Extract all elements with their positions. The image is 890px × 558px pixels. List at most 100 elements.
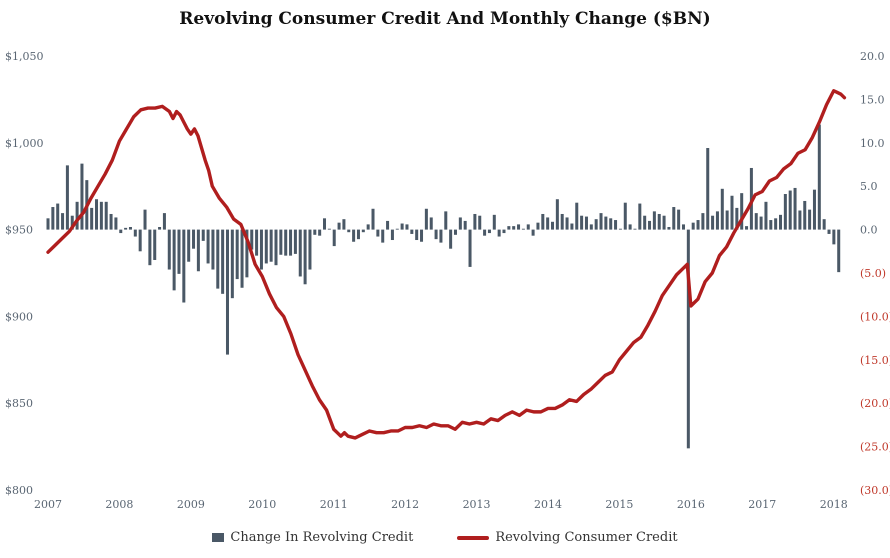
x-tick-label: 2011 bbox=[320, 498, 348, 511]
line-layer bbox=[46, 89, 847, 440]
bar bbox=[812, 189, 816, 230]
x-tick-label: 2009 bbox=[177, 498, 205, 511]
bar bbox=[575, 202, 579, 230]
x-tick-label: 2014 bbox=[534, 498, 562, 511]
bar bbox=[696, 220, 700, 230]
bar bbox=[182, 229, 186, 303]
bar bbox=[546, 217, 550, 230]
x-tick-label: 2012 bbox=[391, 498, 419, 511]
bar bbox=[128, 227, 132, 230]
bar bbox=[211, 229, 215, 270]
bar bbox=[672, 207, 676, 230]
bar bbox=[657, 213, 661, 230]
bar bbox=[313, 229, 317, 235]
legend-swatch-line bbox=[457, 535, 490, 540]
bar bbox=[444, 211, 448, 230]
bar bbox=[551, 221, 555, 230]
bar bbox=[594, 219, 598, 230]
bar bbox=[681, 224, 685, 230]
bar bbox=[65, 165, 69, 230]
right-y-axis: (30.0) (25.0) (20.0) (15.0) (10.0) (5.0) 0.0 5.… bbox=[860, 50, 890, 497]
bar bbox=[434, 229, 438, 240]
bar bbox=[337, 222, 341, 230]
bar bbox=[148, 229, 152, 266]
bars-layer bbox=[46, 124, 841, 449]
bar bbox=[609, 218, 613, 230]
bar bbox=[279, 229, 283, 255]
x-tick-label: 2016 bbox=[677, 498, 705, 511]
bar bbox=[720, 188, 724, 230]
bar bbox=[332, 229, 336, 247]
bar bbox=[497, 229, 501, 237]
bar bbox=[711, 215, 715, 230]
bar bbox=[245, 229, 249, 278]
bar bbox=[764, 201, 768, 230]
bar bbox=[303, 229, 307, 285]
bar bbox=[298, 229, 302, 277]
y-left-tick-label: $850 bbox=[5, 397, 33, 410]
bar bbox=[371, 208, 375, 230]
bar bbox=[803, 200, 807, 230]
bar bbox=[560, 213, 564, 230]
y-right-tick-label: 15.0 bbox=[860, 93, 885, 106]
y-right-tick-label: 20.0 bbox=[860, 50, 885, 63]
bar bbox=[614, 220, 618, 230]
bar bbox=[206, 229, 210, 264]
bar bbox=[172, 229, 176, 291]
bar bbox=[584, 216, 588, 230]
bar bbox=[517, 224, 521, 230]
y-right-tick-label: 5.0 bbox=[860, 180, 878, 193]
bar bbox=[643, 215, 647, 230]
bar bbox=[410, 229, 414, 234]
bar bbox=[730, 195, 734, 230]
bar bbox=[468, 229, 472, 267]
legend-item-bars: Change In Revolving Credit bbox=[212, 530, 413, 545]
bar bbox=[662, 215, 666, 230]
x-tick-label: 2008 bbox=[105, 498, 133, 511]
bar bbox=[153, 229, 157, 260]
x-tick-label: 2010 bbox=[248, 498, 276, 511]
bar bbox=[754, 213, 758, 230]
bar bbox=[817, 124, 821, 230]
bar bbox=[347, 229, 351, 233]
legend-item-line: Revolving Consumer Credit bbox=[457, 530, 678, 545]
bar bbox=[735, 207, 739, 230]
bar bbox=[390, 229, 394, 241]
bar bbox=[80, 163, 84, 230]
bar bbox=[221, 229, 225, 294]
bar bbox=[837, 229, 841, 273]
y-right-tick-label: (10.0) bbox=[860, 310, 890, 323]
bar bbox=[439, 229, 443, 243]
bar bbox=[405, 224, 409, 230]
bar bbox=[225, 229, 229, 355]
legend-label-line: Revolving Consumer Credit bbox=[495, 530, 678, 545]
y-right-tick-label: (5.0) bbox=[860, 267, 886, 280]
bar bbox=[158, 227, 162, 230]
x-tick-label: 2013 bbox=[463, 498, 491, 511]
bar bbox=[798, 210, 802, 230]
bar bbox=[633, 228, 637, 230]
bar bbox=[104, 201, 108, 230]
bar bbox=[308, 229, 312, 270]
bar bbox=[492, 214, 496, 230]
bar bbox=[114, 217, 118, 230]
bar bbox=[187, 229, 191, 262]
y-right-tick-label: (25.0) bbox=[860, 441, 890, 454]
y-right-tick-label: (15.0) bbox=[860, 354, 890, 367]
y-right-tick-label: 0.0 bbox=[860, 224, 878, 237]
bar bbox=[449, 229, 453, 249]
bar bbox=[473, 213, 477, 230]
bar bbox=[512, 226, 516, 230]
bar bbox=[240, 229, 244, 288]
bar bbox=[740, 193, 744, 230]
x-tick-label: 2015 bbox=[605, 498, 633, 511]
bar bbox=[677, 209, 681, 230]
bar bbox=[706, 148, 710, 230]
bar bbox=[250, 229, 254, 250]
x-tick-label: 2007 bbox=[34, 498, 62, 511]
bar bbox=[429, 217, 433, 230]
bar bbox=[507, 226, 511, 230]
bar bbox=[323, 218, 327, 230]
bar bbox=[143, 209, 147, 230]
